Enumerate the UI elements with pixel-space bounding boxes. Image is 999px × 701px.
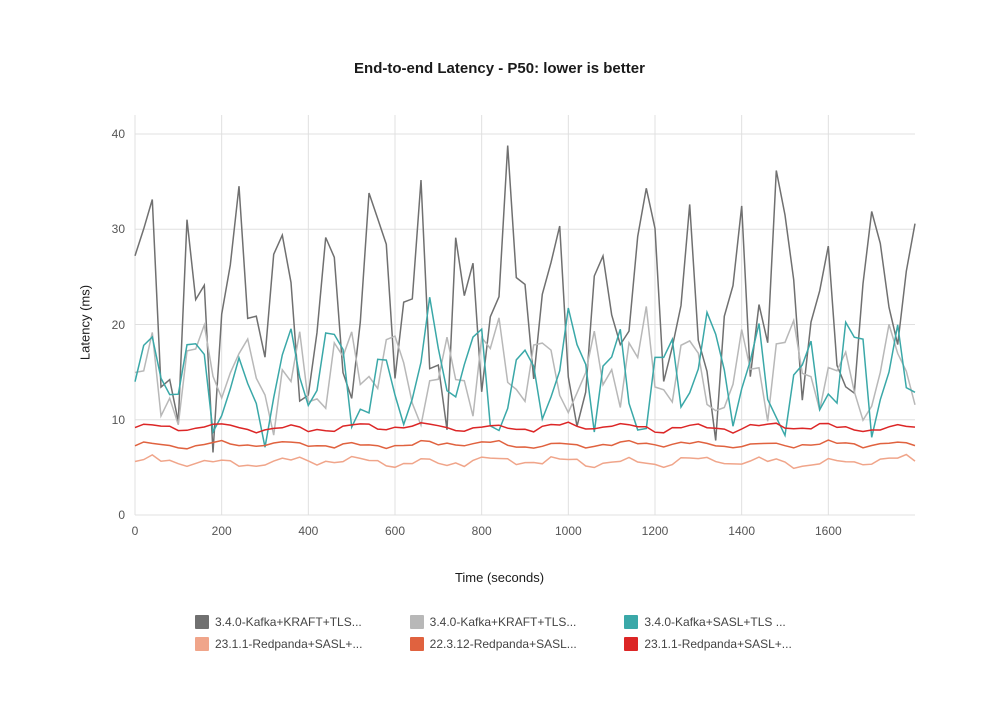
legend-swatch — [624, 615, 638, 629]
y-tick: 20 — [85, 318, 125, 332]
legend-item[interactable]: 3.4.0-Kafka+SASL+TLS ... — [624, 615, 815, 629]
legend-swatch — [624, 637, 638, 651]
legend-swatch — [410, 615, 424, 629]
x-tick: 800 — [472, 524, 492, 538]
y-tick: 30 — [85, 222, 125, 236]
y-tick: 10 — [85, 413, 125, 427]
x-axis-label: Time (seconds) — [0, 570, 999, 585]
legend-label: 23.1.1-Redpanda+SASL+... — [644, 637, 791, 651]
legend-item[interactable]: 22.3.12-Redpanda+SASL... — [410, 637, 601, 651]
series-line — [135, 440, 915, 449]
series-line — [135, 422, 915, 433]
legend: 3.4.0-Kafka+KRAFT+TLS... 3.4.0-Kafka+KRAF… — [195, 615, 815, 651]
legend-item[interactable]: 3.4.0-Kafka+KRAFT+TLS... — [195, 615, 386, 629]
plot-svg — [135, 115, 915, 515]
y-tick: 40 — [85, 127, 125, 141]
legend-label: 3.4.0-Kafka+KRAFT+TLS... — [430, 615, 577, 629]
x-tick: 400 — [298, 524, 318, 538]
chart-title: End-to-end Latency - P50: lower is bette… — [0, 60, 999, 77]
x-tick: 1400 — [728, 524, 755, 538]
legend-item[interactable]: 23.1.1-Redpanda+SASL+... — [624, 637, 815, 651]
x-tick: 1600 — [815, 524, 842, 538]
legend-label: 23.1.1-Redpanda+SASL+... — [215, 637, 362, 651]
legend-item[interactable]: 23.1.1-Redpanda+SASL+... — [195, 637, 386, 651]
x-tick: 200 — [212, 524, 232, 538]
latency-chart: End-to-end Latency - P50: lower is bette… — [0, 0, 999, 701]
x-tick: 600 — [385, 524, 405, 538]
x-tick: 1200 — [642, 524, 669, 538]
x-tick: 0 — [132, 524, 139, 538]
series-line — [135, 455, 915, 469]
legend-label: 3.4.0-Kafka+SASL+TLS ... — [644, 615, 785, 629]
plot-area — [135, 115, 915, 515]
legend-item[interactable]: 3.4.0-Kafka+KRAFT+TLS... — [410, 615, 601, 629]
legend-label: 22.3.12-Redpanda+SASL... — [430, 637, 577, 651]
series-line — [135, 297, 915, 447]
x-tick: 1000 — [555, 524, 582, 538]
legend-swatch — [410, 637, 424, 651]
legend-swatch — [195, 637, 209, 651]
legend-label: 3.4.0-Kafka+KRAFT+TLS... — [215, 615, 362, 629]
y-tick: 0 — [85, 508, 125, 522]
legend-swatch — [195, 615, 209, 629]
series-line — [135, 146, 915, 453]
